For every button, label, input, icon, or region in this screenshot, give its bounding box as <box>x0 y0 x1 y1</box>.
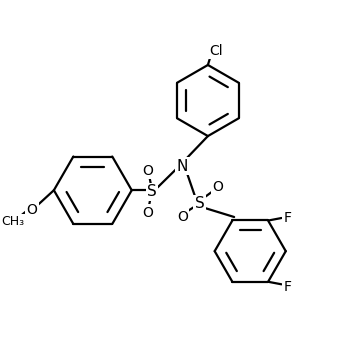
Text: F: F <box>283 211 291 225</box>
Text: O: O <box>142 206 154 220</box>
Text: Cl: Cl <box>209 43 223 57</box>
Text: CH₃: CH₃ <box>1 215 24 228</box>
Text: O: O <box>177 210 188 224</box>
Text: O: O <box>142 164 154 178</box>
Text: S: S <box>195 196 204 211</box>
Text: O: O <box>27 203 37 217</box>
Text: S: S <box>147 184 157 199</box>
Text: O: O <box>213 180 224 194</box>
Text: F: F <box>283 280 291 294</box>
Text: N: N <box>177 159 188 174</box>
